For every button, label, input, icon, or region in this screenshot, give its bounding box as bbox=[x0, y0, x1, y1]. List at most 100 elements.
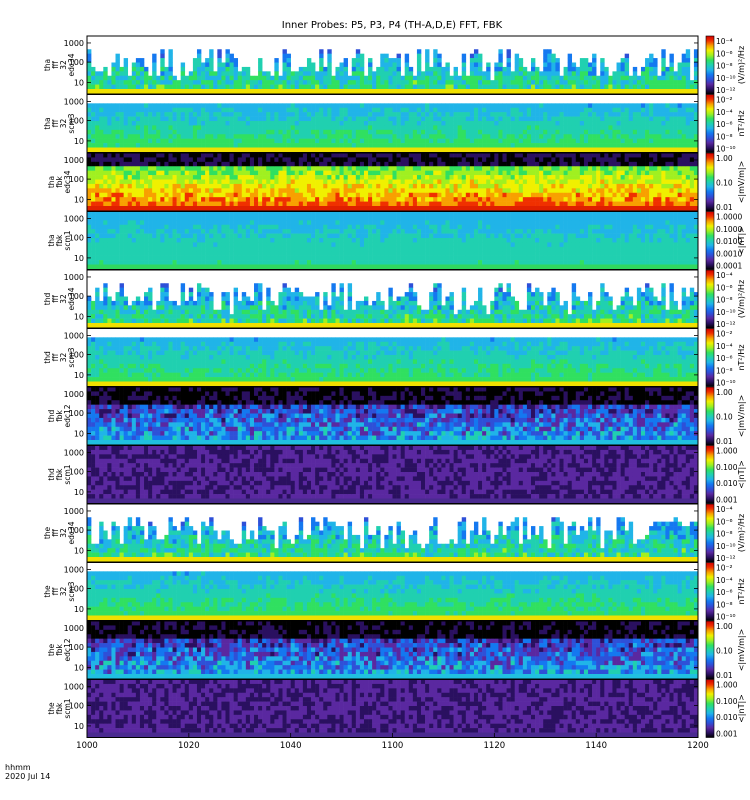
colorbar-label: (V/m)²/Hz bbox=[737, 514, 746, 552]
colorbar-label: <|mV/m|> bbox=[737, 395, 746, 438]
colorbar-tick-label: 10⁻¹⁰ bbox=[716, 308, 736, 317]
spectrogram-panel bbox=[86, 94, 699, 153]
colorbar-tick-label: 10⁻¹² bbox=[716, 554, 736, 563]
x-tick-label: 1040 bbox=[280, 741, 302, 751]
colorbar-tick-label: 10⁻¹² bbox=[716, 86, 736, 95]
panel-ylabel: fbk bbox=[55, 643, 64, 655]
panel-ylabel: scm1 bbox=[63, 698, 72, 718]
y-tick-label: 10 bbox=[74, 663, 84, 672]
y-tick-label: 100 bbox=[69, 175, 84, 184]
colorbar-tick-label: 0.100 bbox=[716, 697, 738, 706]
panel-ylabel: fbk bbox=[55, 702, 64, 714]
panel-ylabel: edc12 bbox=[63, 404, 72, 427]
colorbar-label: nT²/Hz bbox=[737, 344, 746, 370]
colorbar-tick-label: 10⁻¹⁰ bbox=[716, 379, 736, 388]
colorbar-tick-label: 10⁻² bbox=[716, 96, 733, 105]
y-tick-label: 100 bbox=[69, 58, 84, 67]
panel-ylabel: 32 bbox=[59, 528, 68, 538]
panel-ylabel: scm1 bbox=[63, 464, 72, 484]
colorbar-tick-label: 10⁻⁴ bbox=[716, 108, 733, 117]
colorbar-tick-label: 10⁻⁶ bbox=[716, 588, 733, 597]
panel-ylabel: scm3 bbox=[67, 113, 76, 133]
spectrogram-panel bbox=[86, 620, 699, 680]
panel-ylabel: fbk bbox=[55, 409, 64, 421]
colorbar-label: nT²/Hz bbox=[737, 110, 746, 136]
colorbar-tick-label: 0.0100 bbox=[716, 237, 742, 246]
panel-ylabel: 32 bbox=[59, 353, 68, 363]
colorbar-tick-label: 0.1000 bbox=[716, 225, 742, 234]
spectrogram-panel bbox=[86, 503, 699, 563]
y-tick-label: 1000 bbox=[64, 331, 84, 340]
y-tick-label: 1000 bbox=[64, 273, 84, 282]
colorbar-tick-label: 1.00 bbox=[716, 154, 733, 163]
y-tick-label: 10 bbox=[74, 137, 84, 146]
colorbar bbox=[705, 503, 715, 563]
panel-ylabel: scm3 bbox=[67, 581, 76, 601]
panel-ylabel: fbk bbox=[55, 234, 64, 246]
colorbar bbox=[705, 211, 715, 270]
y-tick-label: 100 bbox=[69, 643, 84, 652]
colorbar-tick-label: 10⁻⁴ bbox=[716, 271, 733, 280]
y-tick-label: 10 bbox=[74, 195, 84, 204]
y-tick-label: 100 bbox=[69, 702, 84, 711]
colorbar-tick-label: 10⁻¹⁰ bbox=[716, 542, 736, 551]
panel-ylabel: 32 bbox=[59, 60, 68, 70]
panel-ylabel: fbk bbox=[55, 175, 64, 187]
page-title: Inner Probes: P5, P3, P4 (TH-A,D,E) FFT,… bbox=[281, 20, 503, 31]
panel-ylabel: fff bbox=[51, 119, 60, 127]
colorbar-tick-label: 10⁻¹⁰ bbox=[716, 613, 736, 622]
spectrogram-panel bbox=[86, 445, 699, 504]
panel-ylabel: fff bbox=[51, 61, 60, 69]
panel-ylabel: scm3 bbox=[67, 347, 76, 367]
spectrogram-panel bbox=[86, 211, 699, 270]
colorbar-label: <|mV/m|> bbox=[737, 161, 746, 204]
panel-ylabel: the bbox=[47, 643, 56, 656]
colorbar-tick-label: 10⁻⁴ bbox=[716, 576, 733, 585]
colorbar-tick-label: 10⁻¹² bbox=[716, 320, 736, 329]
y-tick-label: 1000 bbox=[64, 214, 84, 223]
colorbar-tick-label: 0.10 bbox=[716, 179, 733, 188]
colorbar bbox=[705, 679, 715, 738]
x-tick-label: 1200 bbox=[687, 741, 709, 751]
colorbar-tick-label: 10⁻⁴ bbox=[716, 37, 733, 46]
y-tick-label: 10 bbox=[74, 605, 84, 614]
spectrogram-panel bbox=[86, 152, 699, 212]
colorbar-label: <|nT|> bbox=[737, 460, 746, 489]
panel-ylabel: 32 bbox=[59, 119, 68, 129]
colorbar-tick-label: 0.100 bbox=[716, 463, 738, 472]
colorbar-tick-label: 10⁻⁸ bbox=[716, 132, 733, 141]
colorbar-tick-label: 1.0000 bbox=[716, 213, 742, 222]
y-tick-label: 1000 bbox=[64, 624, 84, 633]
panel-ylabel: thd bbox=[43, 351, 52, 364]
colorbar-tick-label: 0.01 bbox=[716, 203, 733, 212]
panel-ylabel: the bbox=[43, 526, 52, 539]
colorbar-tick-label: 0.001 bbox=[716, 730, 738, 739]
colorbar-tick-label: 10⁻¹⁰ bbox=[716, 74, 736, 83]
panel-ylabel: the bbox=[43, 585, 52, 598]
colorbar-tick-label: 0.010 bbox=[716, 479, 738, 488]
y-tick-label: 100 bbox=[69, 585, 84, 594]
panel-ylabel: edc12 bbox=[63, 638, 72, 661]
spectrogram-panel bbox=[86, 269, 699, 329]
x-tick-label: 1000 bbox=[76, 741, 98, 751]
panel-ylabel: tha bbox=[47, 234, 56, 246]
y-tick-label: 10 bbox=[74, 546, 84, 555]
colorbar-tick-label: 0.01 bbox=[716, 437, 733, 446]
y-tick-label: 10 bbox=[74, 254, 84, 263]
colorbar-tick-label: 10⁻⁸ bbox=[716, 530, 733, 539]
panel-ylabel: thd bbox=[43, 293, 52, 306]
y-tick-label: 1000 bbox=[64, 156, 84, 165]
y-tick-label: 10 bbox=[74, 78, 84, 87]
colorbar-tick-label: 10⁻⁸ bbox=[716, 366, 733, 375]
colorbar-label: nT²/Hz bbox=[737, 578, 746, 604]
colorbar-tick-label: 0.010 bbox=[716, 713, 738, 722]
colorbar-tick-label: 10⁻² bbox=[716, 330, 733, 339]
panel-ylabel: fff bbox=[51, 529, 60, 537]
colorbar-tick-label: 10⁻⁶ bbox=[716, 49, 733, 58]
colorbar-tick-label: 10⁻² bbox=[716, 564, 733, 573]
colorbar-tick-label: 1.000 bbox=[716, 681, 738, 690]
spectrogram-panel bbox=[86, 679, 699, 738]
y-tick-label: 10 bbox=[74, 429, 84, 438]
panel-ylabel: thd bbox=[47, 410, 56, 423]
